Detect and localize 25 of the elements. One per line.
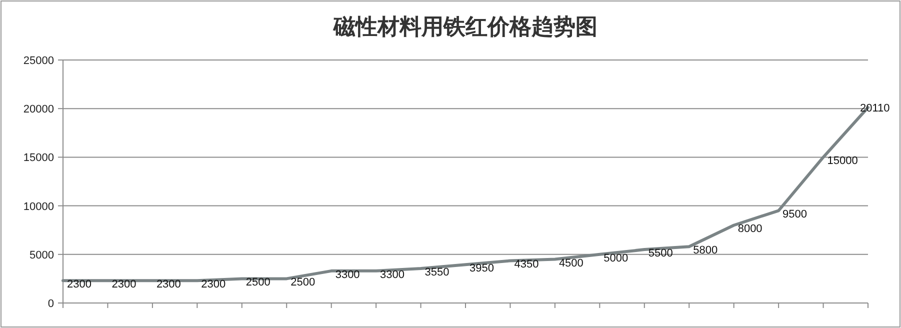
data-label: 3950: [470, 262, 494, 275]
y-tick-label: 20000: [23, 104, 54, 116]
data-label: 2300: [201, 278, 226, 291]
y-tick-label: 5000: [30, 249, 54, 262]
data-label: 5500: [648, 248, 673, 260]
y-tick-label: 0: [48, 298, 54, 310]
data-label: 4350: [514, 258, 539, 271]
data-label: 2300: [67, 278, 92, 291]
data-label: 9500: [782, 208, 808, 221]
data-label: 3300: [380, 268, 405, 281]
data-label: 5000: [604, 252, 628, 264]
y-tick-label: 25000: [23, 55, 54, 67]
data-label: 2300: [156, 278, 181, 291]
data-label: 2300: [112, 278, 136, 291]
data-label: 2500: [246, 276, 270, 289]
data-label: 8000: [738, 223, 762, 236]
data-label: 5800: [693, 244, 718, 257]
chart-title: 磁性材料用铁红价格趋势图: [332, 15, 598, 40]
y-tick-label: 15000: [23, 152, 54, 164]
data-label: 3300: [335, 268, 360, 281]
data-label: 15000: [827, 155, 858, 168]
data-label: 2500: [290, 276, 316, 289]
data-label: 4500: [558, 257, 584, 270]
data-label: 3550: [424, 266, 450, 278]
y-tick-label: 10000: [23, 200, 54, 213]
